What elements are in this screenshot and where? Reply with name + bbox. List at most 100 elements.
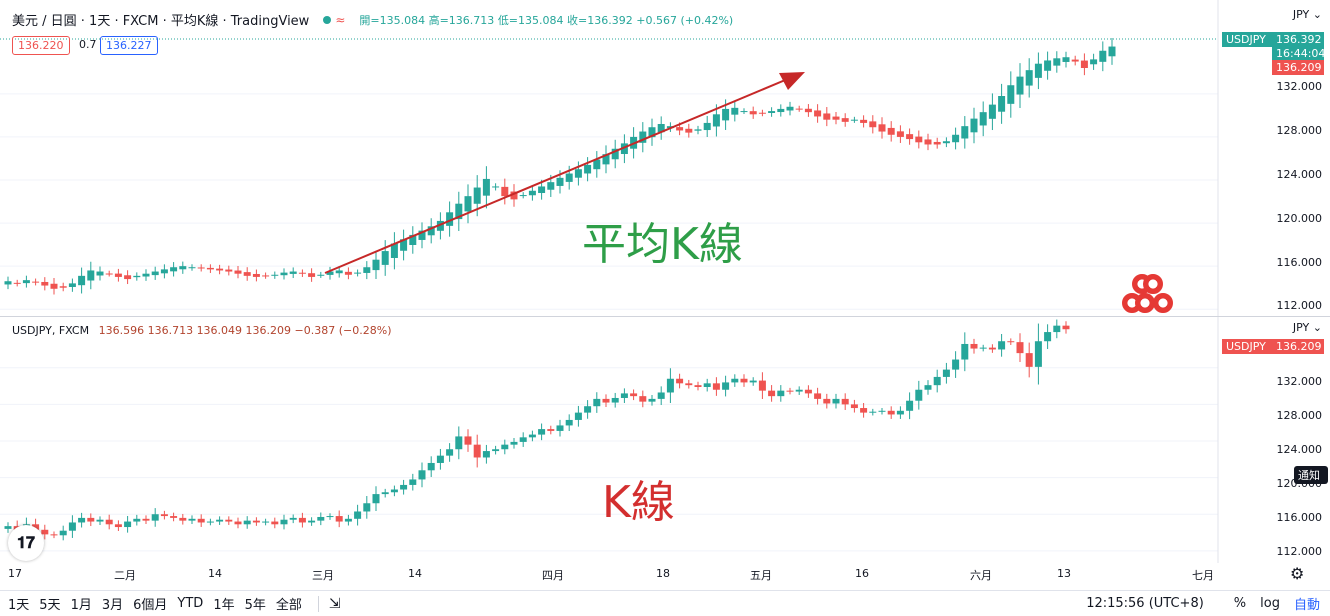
candle-body bbox=[381, 492, 389, 495]
lower-legend: USDJPY, FXCM 136.596 136.713 136.049 136… bbox=[12, 324, 391, 337]
settings-gear-icon[interactable]: ⚙ bbox=[1290, 564, 1305, 583]
range-1d-button[interactable]: 1天 bbox=[8, 598, 30, 613]
candle-body bbox=[262, 521, 270, 523]
candle-body bbox=[786, 390, 794, 392]
candle-body bbox=[988, 347, 996, 350]
candle-body bbox=[611, 148, 619, 160]
candlestick-chart[interactable] bbox=[0, 317, 1330, 590]
candle-body bbox=[574, 412, 582, 420]
candle-body bbox=[197, 267, 205, 269]
candle-body bbox=[749, 380, 757, 383]
buy-button[interactable]: 136.227 bbox=[100, 36, 158, 55]
candle-body bbox=[170, 516, 178, 518]
x-tick: 13 bbox=[1057, 567, 1071, 580]
tradingview-logo-icon[interactable]: 𝟏𝟕 bbox=[8, 525, 44, 561]
candle-body bbox=[850, 404, 858, 409]
candle-body bbox=[1080, 60, 1088, 68]
candle-body bbox=[519, 195, 527, 197]
clock-time[interactable]: 12:15:56 (UTC+8) bbox=[1086, 596, 1204, 611]
candle-body bbox=[289, 517, 297, 520]
currency-selector[interactable]: JPY ⌄ bbox=[1292, 8, 1322, 21]
candle-body bbox=[924, 385, 932, 390]
candle-body bbox=[915, 389, 923, 401]
candle-body bbox=[832, 398, 840, 404]
candle-body bbox=[492, 449, 500, 452]
candle-body bbox=[216, 519, 224, 522]
date-range-icon[interactable]: ⇲ bbox=[328, 595, 341, 612]
time-axis[interactable]: 17 二月 14 三月 14 四月 18 五月 16 六月 13 七月 bbox=[0, 563, 1290, 587]
candle-body bbox=[740, 111, 748, 113]
last-price-tag-lower: 136.209 bbox=[1272, 339, 1324, 354]
candle-body bbox=[1016, 342, 1024, 354]
candle-body bbox=[409, 234, 417, 245]
bottom-toolbar: 1天 5天 1月 3月 6個月 YTD 1年 5年 全部 ⇲ 12:15:56 … bbox=[0, 590, 1330, 616]
range-1m-button[interactable]: 1月 bbox=[70, 598, 92, 613]
auto-toggle[interactable]: 自動 bbox=[1293, 598, 1320, 613]
candle-body bbox=[418, 470, 426, 480]
range-3m-button[interactable]: 3月 bbox=[101, 598, 124, 613]
candle-body bbox=[795, 389, 803, 392]
pane-separator[interactable] bbox=[0, 316, 1330, 317]
candle-body bbox=[1025, 353, 1033, 367]
symbol-tag: USDJPY bbox=[1222, 32, 1272, 47]
range-ytd-button[interactable]: YTD bbox=[177, 596, 204, 611]
candle-body bbox=[133, 518, 141, 522]
candle-body bbox=[170, 267, 178, 272]
candle-body bbox=[510, 441, 518, 445]
candle-body bbox=[869, 121, 877, 128]
candle-body bbox=[114, 524, 122, 528]
us-flag-event-icon[interactable] bbox=[1143, 274, 1163, 294]
y-tick: 132.000 bbox=[1276, 80, 1323, 93]
symbol-description[interactable]: 美元 / 日圓 · 1天 · FXCM · 平均K線 · TradingView bbox=[12, 14, 310, 29]
candle-body bbox=[160, 514, 168, 517]
y-tick: 124.000 bbox=[1276, 168, 1323, 181]
candle-body bbox=[105, 273, 113, 275]
candle-body bbox=[593, 159, 601, 170]
candle-body bbox=[317, 516, 325, 521]
us-flag-event-icon[interactable] bbox=[1153, 293, 1173, 313]
candle-body bbox=[878, 410, 886, 412]
candle-body bbox=[804, 108, 812, 113]
candle-body bbox=[142, 518, 150, 521]
range-5d-button[interactable]: 5天 bbox=[39, 598, 61, 613]
candle-body bbox=[179, 266, 187, 270]
range-5y-button[interactable]: 5年 bbox=[244, 598, 266, 613]
candle-body bbox=[59, 530, 67, 536]
candle-body bbox=[372, 259, 380, 271]
candle-body bbox=[593, 398, 601, 407]
candle-body bbox=[464, 436, 472, 445]
notify-button[interactable]: 通知 bbox=[1294, 466, 1328, 484]
y-tick: 124.000 bbox=[1276, 443, 1323, 456]
lower-symbol: USDJPY, FXCM bbox=[12, 324, 90, 337]
y-tick: 132.000 bbox=[1276, 375, 1323, 388]
candle-body bbox=[234, 521, 242, 525]
heikin-ashi-pane[interactable] bbox=[0, 0, 1330, 350]
candle-body bbox=[896, 131, 904, 137]
heikin-ashi-chart[interactable] bbox=[0, 0, 1330, 350]
candle-body bbox=[676, 378, 684, 384]
candle-body bbox=[243, 272, 251, 276]
candle-body bbox=[952, 134, 960, 143]
candle-body bbox=[4, 526, 12, 529]
trend-arrowhead bbox=[779, 72, 805, 90]
range-all-button[interactable]: 全部 bbox=[275, 598, 302, 613]
candle-body bbox=[188, 267, 196, 269]
range-6m-button[interactable]: 6個月 bbox=[133, 598, 168, 613]
candle-body bbox=[381, 251, 389, 265]
range-1y-button[interactable]: 1年 bbox=[213, 598, 235, 613]
candle-body bbox=[492, 186, 500, 188]
candle-body bbox=[998, 341, 1006, 350]
candlestick-pane[interactable] bbox=[0, 317, 1330, 590]
symbol-legend: 美元 / 日圓 · 1天 · FXCM · 平均K線 · TradingView… bbox=[12, 10, 733, 30]
candle-body bbox=[96, 271, 104, 276]
candle-body bbox=[427, 226, 435, 236]
candle-body bbox=[565, 173, 573, 182]
candle-body bbox=[335, 516, 343, 522]
candle-body bbox=[1053, 58, 1061, 66]
us-flag-event-icon[interactable] bbox=[1135, 293, 1155, 313]
log-toggle[interactable]: log bbox=[1260, 596, 1280, 611]
currency-selector-lower[interactable]: JPY ⌄ bbox=[1292, 321, 1322, 334]
candle-body bbox=[1025, 70, 1033, 86]
sell-button[interactable]: 136.220 bbox=[12, 36, 70, 55]
percent-toggle[interactable]: % bbox=[1233, 596, 1247, 611]
